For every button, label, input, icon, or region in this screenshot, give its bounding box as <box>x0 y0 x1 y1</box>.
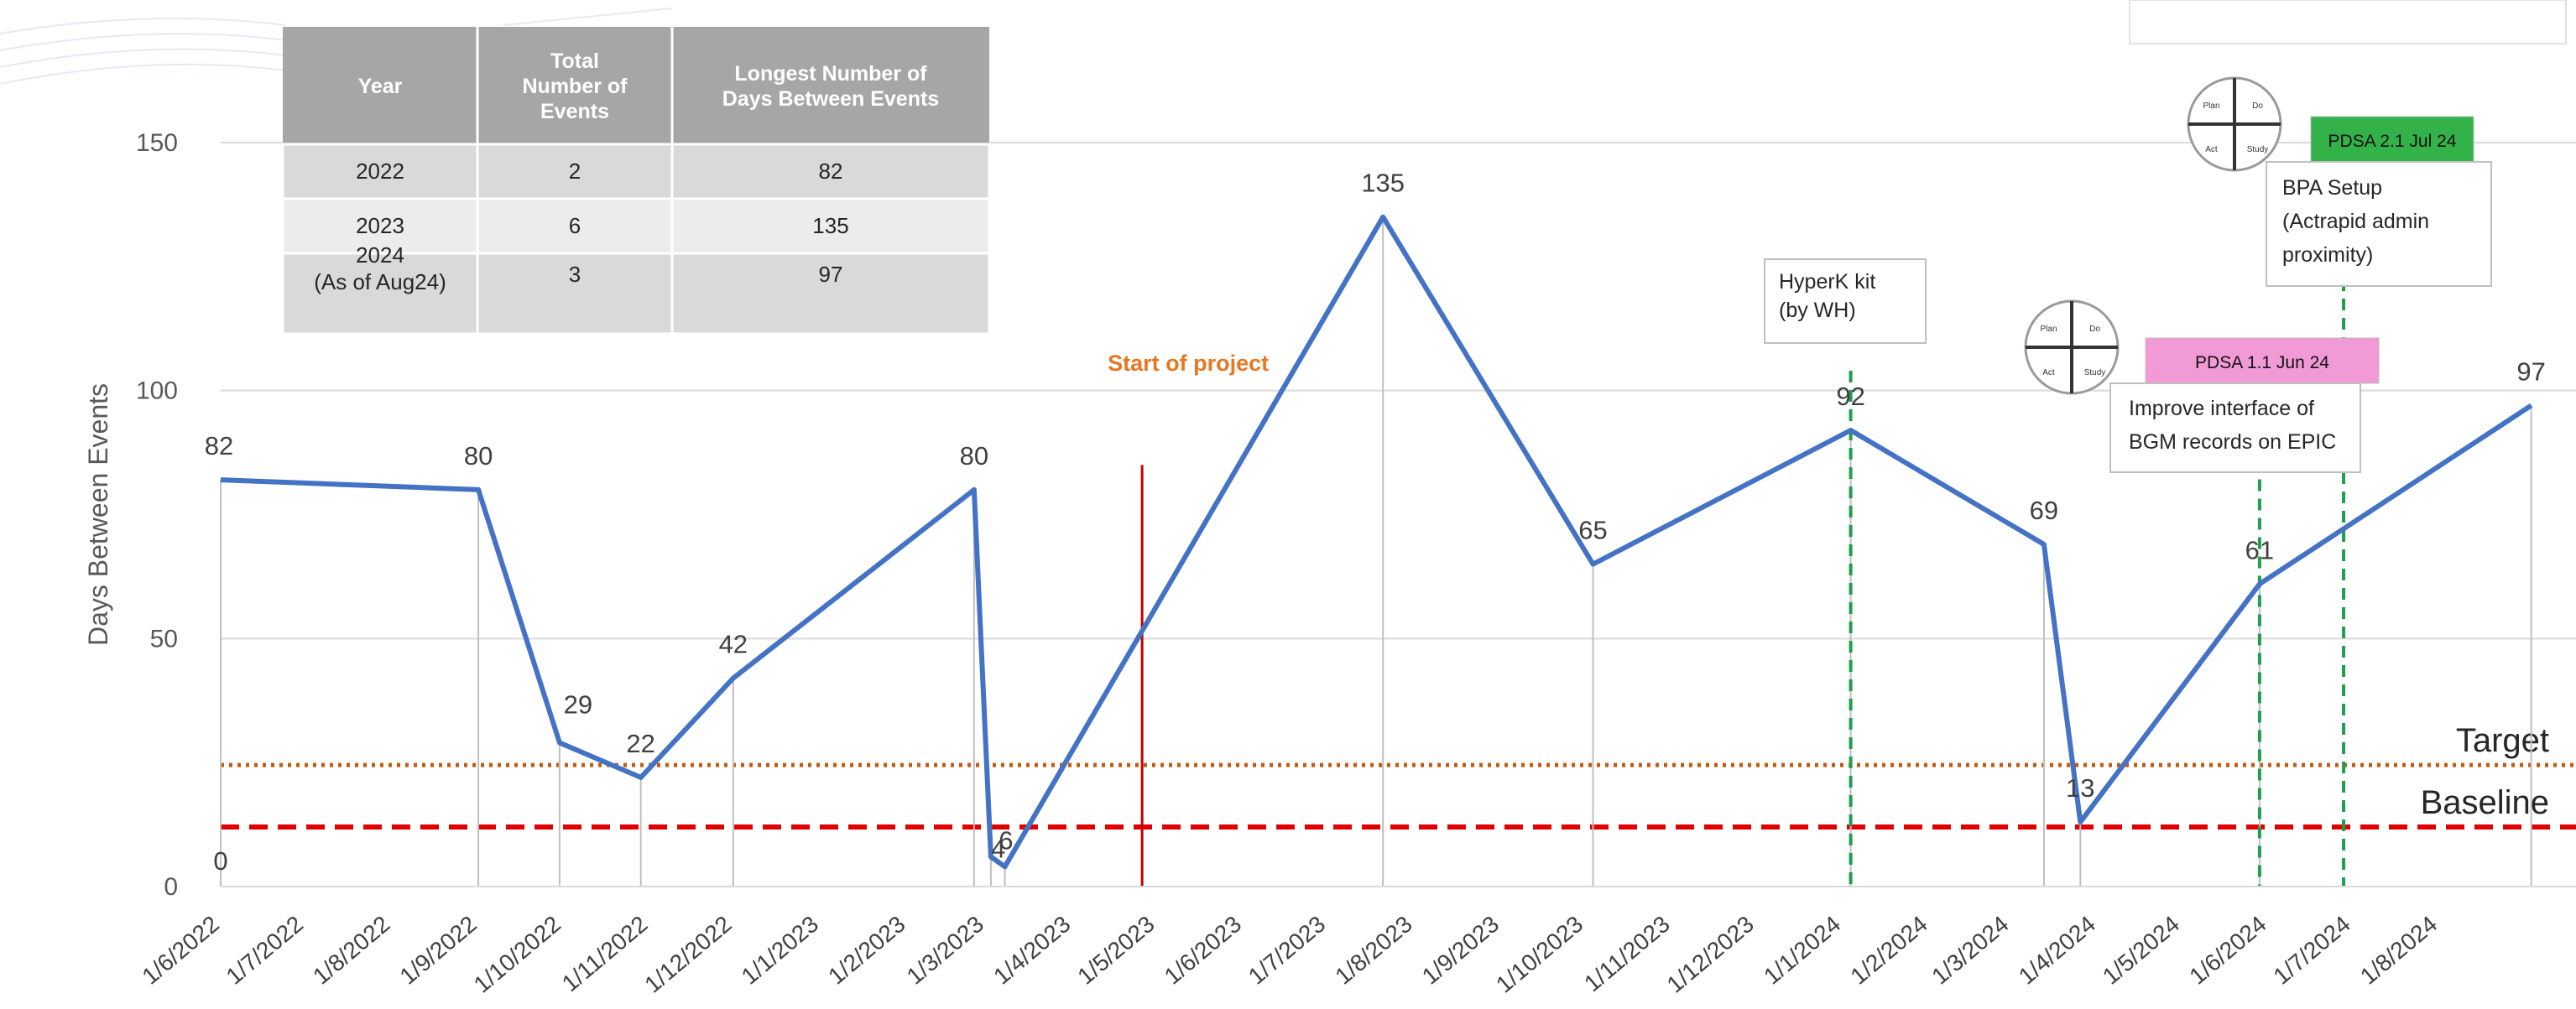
x-tick-label: 1/4/2024 <box>2014 911 2100 990</box>
x-tick-label: 1/11/2022 <box>557 911 653 996</box>
table-cell-year: 2022 <box>356 159 404 184</box>
x-tick-label: 1/5/2023 <box>1072 911 1159 990</box>
table-cell-longest: 82 <box>819 159 843 184</box>
data-label: 22 <box>626 729 654 758</box>
annotations: HyperK kit (by WH) Plan Do Act Study PDSA 1.1 … <box>1765 78 2491 472</box>
table-cell-events: 3 <box>569 262 581 287</box>
pdca-label: Do <box>2089 325 2100 334</box>
vertical-markers: Start of project <box>1108 202 2344 887</box>
x-tick-label: 1/1/2024 <box>1759 911 1845 990</box>
x-tick-label: 1/7/2023 <box>1244 911 1330 990</box>
x-tick-label: 1/4/2023 <box>988 911 1075 990</box>
start-of-project-label: Start of project <box>1108 351 1269 376</box>
x-tick-label: 1/6/2023 <box>1160 911 1246 990</box>
x-tick-label: 1/5/2024 <box>2098 911 2184 990</box>
table-cell-year: 2024 <box>356 242 404 268</box>
data-label: 82 <box>205 431 233 460</box>
reference-lines: Target Baseline <box>221 722 2576 827</box>
corner-card-decoration <box>2130 0 2566 44</box>
pdca-label: Plan <box>2203 101 2219 111</box>
hyperk-annotation-text: HyperK kit <box>1779 270 1875 294</box>
baseline-label: Baseline <box>2421 784 2549 821</box>
pdsa1-tag-label: PDSA 1.1 Jun 24 <box>2195 353 2329 372</box>
table-cell-events: 6 <box>569 213 581 238</box>
data-label: 135 <box>1361 169 1405 198</box>
x-tick-label: 1/12/2023 <box>1662 911 1759 998</box>
x-tick-label: 1/2/2023 <box>823 911 910 990</box>
x-tick-label: 1/8/2024 <box>2355 911 2442 990</box>
table-header-cell: Total <box>550 49 599 73</box>
table-cell-events: 2 <box>569 159 581 184</box>
table-header-cell: Number of <box>523 75 628 98</box>
data-label: 65 <box>1578 516 1607 545</box>
pdsa2-annotation-text: BPA Setup <box>2282 176 2382 200</box>
x-tick-label: 1/10/2022 <box>469 911 566 998</box>
data-label: 29 <box>564 690 592 720</box>
y-tick-label: 100 <box>136 377 178 405</box>
target-label: Target <box>2456 722 2549 759</box>
x-tick-label: 1/11/2023 <box>1579 911 1675 996</box>
x-tick-label: 1/1/2023 <box>737 911 823 990</box>
pdsa1-annotation-text: BGM records on EPIC <box>2129 430 2336 454</box>
y-axis-title: Days Between Events <box>83 383 113 646</box>
table-header-cell: Year <box>358 75 403 98</box>
y-tick-label: 0 <box>164 873 178 901</box>
x-tick-label: 1/8/2022 <box>308 911 394 990</box>
x-tick-label: 1/7/2022 <box>222 911 308 990</box>
pdsa2-annotation-text: proximity) <box>2282 243 2373 267</box>
table-cell-year: (As of Aug24) <box>314 269 446 294</box>
data-label: 97 <box>2516 356 2545 386</box>
data-label: 69 <box>2030 496 2058 525</box>
pdca-label: Study <box>2084 368 2106 377</box>
pdca-label: Do <box>2252 101 2263 111</box>
y-tick-label: 150 <box>136 129 178 157</box>
table-cell-year: 2023 <box>356 213 404 238</box>
x-tick-label: 1/6/2022 <box>137 911 223 990</box>
pdsa2-cycle-icon: Plan Do Act Study <box>2188 78 2281 170</box>
pdsa1-cycle-icon: Plan Do Act Study <box>2026 301 2118 393</box>
pdca-label: Study <box>2247 145 2269 154</box>
data-label: 61 <box>2245 535 2274 564</box>
x-tick-label: 1/8/2023 <box>1330 911 1416 990</box>
table-header-cell: Events <box>540 100 609 123</box>
data-label: 0 <box>213 846 227 876</box>
pdca-label: Plan <box>2040 325 2057 334</box>
table-header-cell: Days Between Events <box>722 87 939 111</box>
x-tick-label: 1/3/2023 <box>902 911 988 990</box>
pdca-label: Act <box>2042 368 2055 377</box>
hyperk-annotation-text: (by WH) <box>1779 299 1856 322</box>
data-label: 42 <box>719 630 748 659</box>
y-tick-label: 50 <box>150 625 178 653</box>
pdsa2-annotation-text: (Actrapid admin <box>2282 210 2429 233</box>
pdsa1-annotation-text: Improve interface of <box>2129 397 2314 420</box>
x-tick-label: 1/2/2024 <box>1845 911 1932 990</box>
data-label: 92 <box>1836 382 1864 411</box>
data-label: 80 <box>960 441 988 471</box>
table-cell-longest: 97 <box>819 262 843 287</box>
data-label: 13 <box>2066 773 2094 803</box>
data-label: 80 <box>464 441 493 471</box>
x-tick-label: 1/10/2023 <box>1491 911 1588 998</box>
table-cell-longest: 135 <box>812 213 848 238</box>
pdsa2-tag-label: PDSA 2.1 Jul 24 <box>2328 132 2457 151</box>
x-tick-label: 1/7/2024 <box>2268 911 2354 990</box>
x-tick-label: 1/3/2024 <box>1927 911 2013 990</box>
pdca-label: Act <box>2205 145 2218 154</box>
x-tick-label: 1/12/2022 <box>639 911 736 998</box>
table-header-cell: Longest Number of <box>734 62 927 86</box>
data-label: 4 <box>991 834 1005 863</box>
x-tick-label: 1/6/2024 <box>2184 911 2271 990</box>
